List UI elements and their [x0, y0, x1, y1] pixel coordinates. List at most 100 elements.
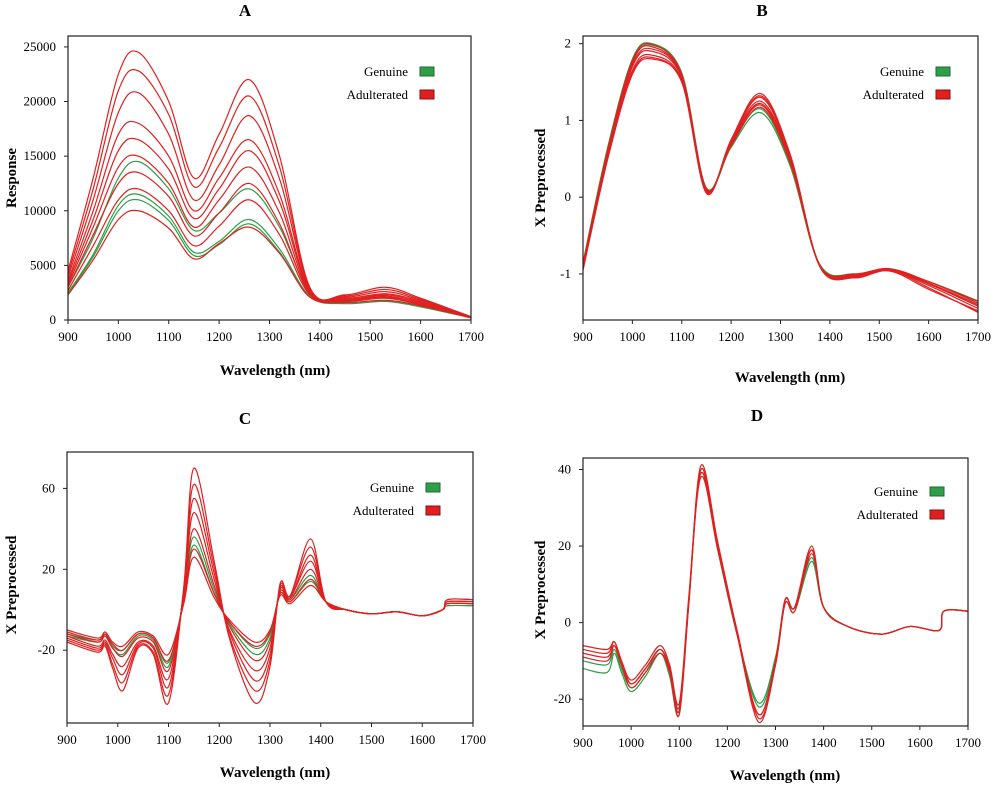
series-line-adulterated: [67, 548, 473, 662]
legend-swatch-genuine: [425, 482, 441, 493]
legend-label-adulterated: Adulterated: [857, 507, 919, 522]
legend-label-genuine: Genuine: [874, 484, 918, 499]
chart-panel-a: 900 1000 1100 1200 1300 1400 1500 1600 1700 0 5000…: [24, 35, 484, 344]
x-tick-label: 1400: [307, 329, 333, 344]
y-tick-label: 0: [50, 312, 57, 327]
panel-a-label: A: [239, 1, 252, 20]
legend-a: Genuine Adulterated: [347, 64, 435, 102]
legend-label-genuine: Genuine: [880, 64, 924, 79]
chart-panel-d: 900 1000 1100 1200 1300 1400 1500 1600 1700 -20 0 2…: [554, 457, 981, 750]
legend-label-genuine: Genuine: [364, 64, 408, 79]
panel-a: A Wavelength (nm) Response: [4, 1, 330, 379]
x-tick-label: 1700: [955, 735, 981, 750]
y-tick-label: 0: [565, 615, 572, 630]
y-tick-label: -20: [38, 642, 55, 657]
series-line-adulterated: [68, 171, 471, 319]
legend-label-genuine: Genuine: [370, 480, 414, 495]
x-tick-label: 1100: [669, 329, 695, 344]
panel-c-xlabel: Wavelength (nm): [220, 765, 330, 781]
y-tick-label: 0: [565, 189, 572, 204]
x-tick-label: 900: [573, 735, 593, 750]
x-tick-label: 1500: [359, 732, 385, 747]
panel-d: D Wavelength (nm) X Preprocessed: [533, 406, 840, 784]
y-tick-label: 1: [565, 112, 572, 127]
series-line-adulterated: [68, 50, 471, 318]
x-tick-label: 1700: [460, 732, 486, 747]
x-tick-label: 1000: [105, 329, 131, 344]
y-tick-label: 60: [42, 480, 55, 495]
legend-b: Genuine Adulterated: [863, 64, 951, 102]
series-line-adulterated: [68, 154, 471, 318]
x-tick-label: 1200: [718, 329, 744, 344]
series-line-genuine: [68, 198, 471, 319]
x-tick-label: 1200: [206, 329, 232, 344]
panel-d-label: D: [751, 406, 763, 425]
y-tick-label: 2: [565, 36, 572, 51]
panel-a-xlabel: Wavelength (nm): [220, 363, 330, 379]
chart-panel-c: 900 1000 1100 1200 1300 1400 1500 1600 1700 -20 20…: [38, 451, 486, 747]
series-line-adulterated: [68, 120, 471, 318]
series-line-adulterated: [67, 528, 473, 673]
legend-label-adulterated: Adulterated: [353, 503, 415, 518]
x-tick-label: 1400: [308, 732, 334, 747]
x-tick-label: 1000: [619, 329, 645, 344]
legend-c: Genuine Adulterated: [353, 480, 441, 518]
panel-b-ylabel: X Preprocessed: [533, 128, 549, 228]
x-tick-label: 1500: [866, 329, 892, 344]
x-tick-label: 1700: [458, 329, 484, 344]
series-line-adulterated: [583, 45, 978, 304]
x-tick-label: 1100: [156, 732, 182, 747]
legend-swatch-adulterated: [929, 509, 945, 520]
series-group-b: [583, 42, 978, 313]
x-tick-label: 1600: [916, 329, 942, 344]
legend-swatch-adulterated: [425, 505, 441, 516]
x-tick-label: 900: [573, 329, 593, 344]
legend-swatch-genuine: [419, 66, 435, 77]
series-line-adulterated: [68, 137, 471, 318]
panel-d-ylabel: X Preprocessed: [533, 540, 549, 640]
panel-d-xlabel: Wavelength (nm): [730, 768, 840, 784]
series-group-a: [68, 50, 471, 319]
legend-label-adulterated: Adulterated: [347, 87, 409, 102]
series-line-adulterated: [583, 42, 978, 303]
legend-swatch-genuine: [935, 66, 951, 77]
series-line-adulterated: [583, 464, 968, 716]
x-tick-label: 1400: [811, 735, 837, 750]
x-tick-label: 1100: [156, 329, 182, 344]
panel-c: C Wavelength (nm) X Preprocessed: [4, 409, 330, 781]
legend-swatch-genuine: [929, 486, 945, 497]
x-tick-label: 1300: [257, 732, 283, 747]
plots-layer: 900 1000 1100 1200 1300 1400 1500 1600 170005000…: [24, 35, 991, 750]
x-tick-label: 1600: [408, 329, 434, 344]
y-tick-label: 5000: [30, 257, 56, 272]
y-tick-label: 15000: [24, 148, 57, 163]
chart-panel-b: 900 1000 1100 1200 1300 1400 1500 1600 1700 -1 0 1 2…: [560, 35, 991, 344]
legend-d: Genuine Adulterated: [857, 484, 945, 522]
y-tick-label: 40: [558, 461, 571, 476]
x-tick-label: 1400: [817, 329, 843, 344]
x-tick-label: 1300: [763, 735, 789, 750]
series-line-adulterated: [68, 91, 471, 318]
x-tick-label: 1300: [257, 329, 283, 344]
x-tick-label: 1700: [965, 329, 991, 344]
y-tick-label: -20: [554, 691, 571, 706]
series-line-adulterated: [68, 68, 471, 318]
series-group-c: [67, 467, 473, 705]
x-tick-label: 1000: [105, 732, 131, 747]
x-tick-label: 1200: [206, 732, 232, 747]
x-tick-label: 1500: [859, 735, 885, 750]
x-tick-label: 1100: [666, 735, 692, 750]
legend-swatch-adulterated: [419, 89, 435, 100]
x-tick-label: 1300: [768, 329, 794, 344]
y-tick-label: 20: [42, 561, 55, 576]
panel-c-label: C: [239, 409, 251, 428]
series-line-adulterated: [68, 209, 471, 319]
series-line-genuine: [583, 44, 978, 302]
x-tick-label: 1500: [357, 329, 383, 344]
legend-label-adulterated: Adulterated: [863, 87, 925, 102]
x-tick-label: 1200: [714, 735, 740, 750]
panel-a-ylabel: Response: [4, 148, 20, 208]
y-tick-label: 25000: [24, 39, 57, 54]
x-tick-label: 900: [58, 329, 78, 344]
